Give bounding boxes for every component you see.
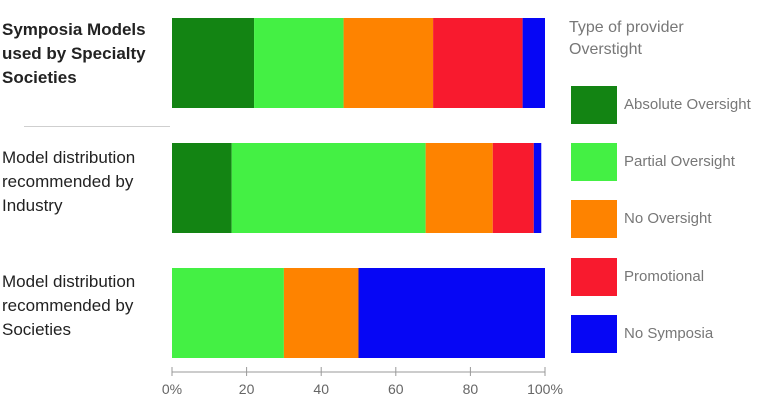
x-tick-label: 20: [239, 381, 255, 397]
legend-label-absolute-oversight: Absolute Oversight: [624, 96, 751, 113]
legend-label-no-symposia: No Symposia: [624, 325, 714, 342]
category-label-industry: Model distribution recommended by Indust…: [2, 148, 136, 215]
legend-swatch-absolute-oversight: [571, 86, 617, 124]
bar-segment-1-absolute-oversight: [172, 18, 255, 108]
legend-label-no-oversight: No Oversight: [624, 210, 712, 227]
bar-segment-2-promotional: [492, 143, 534, 233]
legend-swatch-no-oversight: [571, 200, 617, 238]
x-tick-label: 60: [388, 381, 404, 397]
bar-segment-1-no-oversight: [343, 18, 434, 108]
category-divider: [24, 126, 170, 127]
x-tick-label: 80: [463, 381, 479, 397]
legend-label-promotional: Promotional: [624, 268, 705, 285]
bar-segment-3-partial-oversight: [172, 268, 284, 358]
x-tick-label: 40: [313, 381, 329, 397]
legend-swatch-partial-oversight: [571, 143, 617, 181]
bar-segment-1-partial-oversight: [254, 18, 344, 108]
bar-segment-2-no-symposia: [533, 143, 542, 233]
bar-segment-1-promotional: [433, 18, 523, 108]
bar-segment-2-absolute-oversight: [172, 143, 232, 233]
bar-segment-2-partial-oversight: [231, 143, 426, 233]
bar-segment-3-no-symposia: [358, 268, 545, 358]
x-tick-label: 0%: [162, 381, 182, 397]
bar-segment-3-no-oversight: [283, 268, 359, 358]
bar-segment-2-no-oversight: [425, 143, 493, 233]
legend-title: Type of provider Overstight: [569, 19, 684, 58]
legend-swatch-promotional: [571, 258, 617, 296]
category-label-specialty-societies: Symposia Models used by Specialty Societ…: [2, 20, 146, 87]
legend-label-partial-oversight: Partial Oversight: [624, 153, 735, 170]
x-tick-label: 100%: [527, 381, 563, 397]
legend-swatch-no-symposia: [571, 315, 617, 353]
bar-segment-1-no-symposia: [522, 18, 545, 108]
category-label-societies: Model distribution recommended by Societ…: [2, 272, 136, 339]
